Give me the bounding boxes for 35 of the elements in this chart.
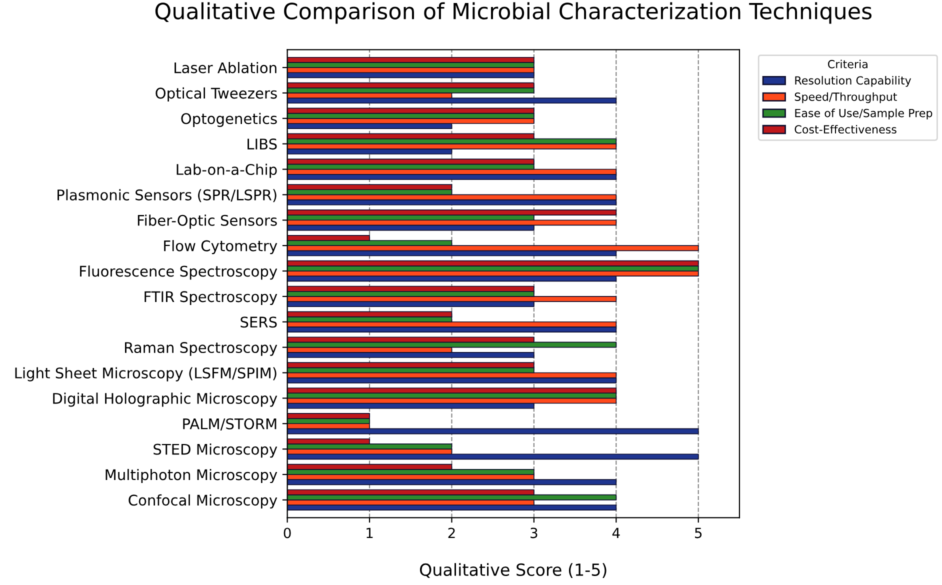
x-tick-label: 1 [366, 528, 373, 538]
y-tick-label: Raman Spectroscopy [125, 342, 278, 356]
y-tick-label: Optogenetics [181, 112, 277, 127]
y-tick-label: PALM/STORM [183, 418, 276, 431]
y-tick-label: Plasmonic Sensors (SPR/LSPR) [58, 189, 276, 202]
y-tick-label: Confocal Microscopy [128, 494, 278, 508]
y-tick-label: Laser Ablation [174, 62, 276, 74]
x-axis-title: Qualitative Score (1-5) [420, 563, 606, 578]
y-tick-label: Multiphoton Microscopy [106, 468, 278, 484]
x-tick-label: 0 [284, 528, 291, 538]
legend-label: Resolution Capability [795, 76, 912, 87]
legend-label: Ease of Use/Sample Prep [795, 108, 932, 120]
x-tick-label: 5 [695, 528, 702, 538]
bar [287, 98, 617, 104]
y-tick-label: Fiber-Optic Sensors [138, 214, 277, 229]
legend-title: Criteria [828, 60, 868, 68]
y-tick-label: Fluorescence Spectroscopy [80, 265, 278, 280]
x-tick-label: 3 [530, 528, 538, 538]
legend-label: Cost-Effectiveness [794, 124, 896, 134]
bar [287, 352, 534, 358]
y-tick-label: STED Microscopy [154, 444, 278, 458]
y-tick-label: Digital Holographic Microscopy [53, 392, 278, 407]
y-tick-label: Light Sheet Microscopy (LSFM/SPIM) [15, 367, 276, 382]
bar [287, 454, 699, 460]
y-tick-label: SERS [240, 316, 277, 328]
y-tick-label: LIBS [248, 138, 277, 150]
y-tick-label: FTIR Spectroscopy [144, 291, 278, 306]
x-tick-label: 4 [612, 528, 620, 538]
legend-label: Speed/Throughput [794, 92, 897, 104]
x-tick-label: 2 [448, 528, 455, 538]
y-tick-label: Lab-on-a-Chip [176, 164, 277, 178]
chart-title: Qualitative Comparison of Microbial Characterization Techniques [155, 2, 872, 24]
y-tick-label: Flow Cytometry [164, 240, 278, 254]
y-tick-label: Optical Tweezers [156, 87, 277, 102]
bar [287, 428, 699, 434]
